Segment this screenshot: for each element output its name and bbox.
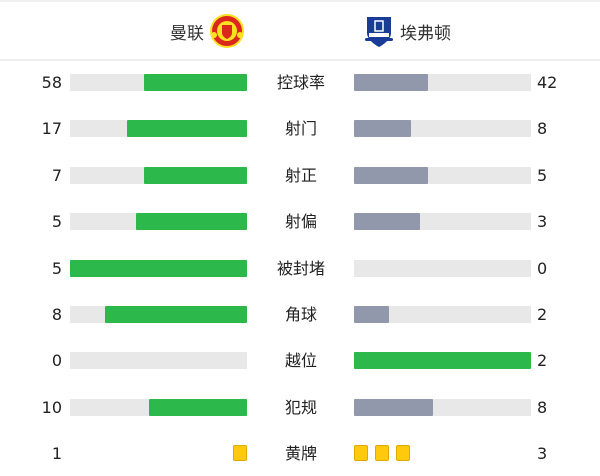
everton-logo-icon	[365, 17, 393, 47]
away-value: 5	[537, 165, 548, 185]
away-bar-track	[354, 306, 531, 323]
stat-row: 0 越位 2	[0, 351, 600, 371]
home-value: 7	[51, 165, 62, 185]
home-value: 5	[51, 258, 62, 278]
home-value: 58	[41, 73, 62, 92]
away-bar-fill	[354, 74, 429, 91]
away-bar-fill	[354, 398, 433, 416]
home-bar-track	[70, 398, 247, 416]
top-divider	[0, 0, 600, 2]
away-bar-track	[354, 352, 531, 370]
away-value: 8	[537, 119, 548, 139]
away-team-name: 埃弗顿	[400, 23, 451, 44]
stat-label: 射偏	[284, 212, 317, 232]
yellow-card-icon	[375, 445, 389, 461]
stat-row-yellow-cards: 1 黄牌 3	[0, 444, 600, 464]
away-value: 3	[537, 212, 548, 232]
home-bar-track	[70, 352, 247, 370]
stat-row: 7 射正 5	[0, 166, 600, 186]
stat-label: 越位	[284, 351, 317, 371]
home-value: 10	[41, 397, 62, 417]
yellow-card-icon	[233, 445, 247, 461]
away-value: 42	[537, 73, 558, 92]
home-bar-fill	[143, 166, 247, 184]
home-value: 0	[51, 351, 62, 371]
home-bar-track	[70, 120, 247, 138]
away-value: 2	[537, 305, 548, 324]
home-team-name: 曼联	[170, 23, 204, 44]
stat-row: 10 犯规 8	[0, 398, 600, 418]
stat-row: 17 射门 8	[0, 119, 600, 139]
away-bar-fill	[354, 120, 411, 138]
stat-row: 58 控球率 42	[0, 73, 600, 93]
stat-row: 5 射偏 3	[0, 212, 600, 232]
away-bar-track	[354, 120, 531, 138]
away-value: 0	[537, 258, 548, 278]
home-value: 1	[51, 444, 62, 463]
home-value: 17	[41, 119, 62, 139]
home-bar-fill	[144, 74, 247, 91]
home-bar-fill	[105, 306, 247, 323]
stat-label: 射门	[284, 119, 317, 139]
yellow-card-icon	[354, 445, 368, 461]
stat-row: 8 角球 2	[0, 305, 600, 325]
home-bar-track	[70, 259, 247, 277]
away-value: 3	[537, 444, 548, 463]
away-bar-track	[354, 398, 531, 416]
manchester-united-logo-icon	[210, 14, 244, 48]
away-bar-track	[354, 166, 531, 184]
away-bar-track	[354, 213, 531, 231]
away-bar-fill	[354, 352, 531, 370]
home-bar-fill	[136, 213, 247, 231]
away-bar-fill	[354, 306, 390, 323]
away-bar-fill	[354, 213, 421, 231]
away-value: 8	[537, 397, 548, 417]
stat-label: 射正	[284, 165, 317, 185]
home-bar-fill	[126, 120, 247, 138]
away-value: 2	[537, 351, 548, 371]
stat-label: 犯规	[284, 397, 317, 417]
yellow-card-icon	[396, 445, 410, 461]
home-bar-track	[70, 213, 247, 231]
stat-label: 被封堵	[276, 258, 325, 278]
header-divider	[0, 59, 600, 61]
home-team-header: 曼联	[170, 12, 244, 50]
home-bar-fill	[148, 398, 247, 416]
stat-label: 控球率	[276, 73, 325, 92]
home-bar-track	[70, 74, 247, 91]
home-bar-track	[70, 306, 247, 323]
home-value: 5	[51, 212, 62, 232]
away-team-header: 埃弗顿	[362, 12, 451, 50]
away-bar-track	[354, 74, 531, 91]
stat-row: 5 被封堵 0	[0, 259, 600, 279]
stat-label: 角球	[284, 305, 317, 324]
away-bar-fill	[354, 166, 428, 184]
home-bar-fill	[70, 259, 247, 277]
stat-label: 黄牌	[284, 444, 317, 463]
home-value: 8	[51, 305, 62, 324]
home-bar-track	[70, 166, 247, 184]
away-bar-track	[354, 259, 531, 277]
